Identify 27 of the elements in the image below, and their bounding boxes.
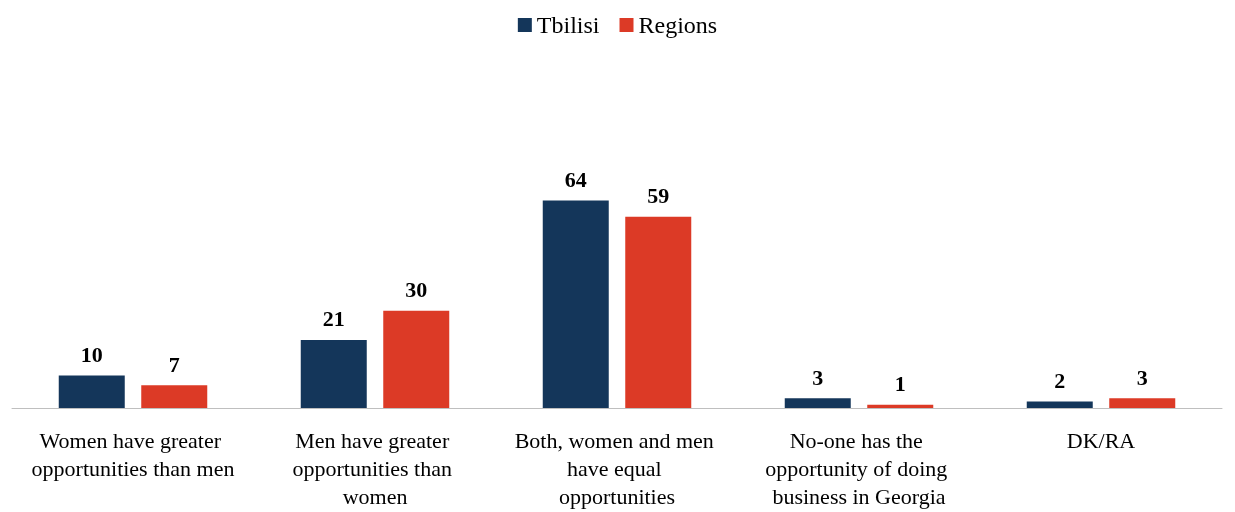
data-label: 3 <box>1136 364 1148 390</box>
data-label: 21 <box>322 306 345 332</box>
bar <box>141 385 208 408</box>
bar <box>383 310 450 408</box>
bar <box>542 200 609 408</box>
x-tick-label: No-one has the opportunity of doing business in Georgia <box>765 427 953 509</box>
data-label: 2 <box>1054 368 1066 394</box>
x-tick-label: Women have greater opportunities than men <box>31 427 235 481</box>
data-label: 10 <box>80 342 103 368</box>
data-label: 64 <box>564 166 587 192</box>
x-tick-label: Both, women and men have equal opportunities <box>514 427 720 509</box>
bar <box>300 339 367 408</box>
legend-label: Tbilisi <box>536 12 600 38</box>
data-label: 59 <box>647 183 670 209</box>
bar <box>625 216 692 408</box>
data-label: 30 <box>405 277 428 303</box>
legend-label: Regions <box>638 12 718 38</box>
data-label: 7 <box>168 351 180 377</box>
x-tick-label: DK/RA <box>1066 427 1136 453</box>
x-tick-label: Men have greater opportunities than women <box>292 427 458 509</box>
bar <box>1109 398 1176 408</box>
data-label: 3 <box>812 364 824 390</box>
bar <box>784 398 851 408</box>
bar <box>867 404 934 408</box>
data-label: 1 <box>894 371 906 397</box>
bar <box>1026 401 1093 408</box>
bar <box>58 375 125 408</box>
